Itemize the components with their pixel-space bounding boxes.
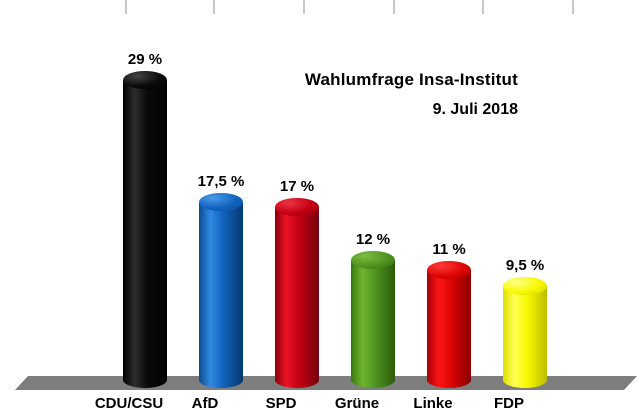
bar-afd <box>199 193 243 388</box>
value-label-afd: 17,5 % <box>197 173 245 190</box>
axis-label-gruene: Grüne <box>334 395 380 412</box>
axis-label-linke: Linke <box>413 395 453 412</box>
bar-gruene <box>351 251 395 388</box>
axis-label-cdu-csu: CDU/CSU <box>94 395 164 412</box>
spreadsheet-gridline <box>125 0 127 14</box>
value-label-spd: 17 % <box>279 178 315 195</box>
bar-cylinder-body-afd <box>199 202 243 388</box>
bar-cylinder-top-spd <box>275 198 319 216</box>
value-label-gruene: 12 % <box>355 231 391 248</box>
axis-label-afd: AfD <box>191 395 219 412</box>
spreadsheet-gridline <box>482 0 484 14</box>
value-label-fdp: 9,5 % <box>505 257 545 274</box>
bar-linke <box>427 261 471 388</box>
bar-cylinder-top-cdu-csu <box>123 71 167 89</box>
chart-title: Wahlumfrage Insa-Institut <box>304 70 518 89</box>
bar-cylinder-top-fdp <box>503 277 547 295</box>
chart-subtitle: 9. Juli 2018 <box>432 101 518 118</box>
spreadsheet-gridline <box>303 0 305 14</box>
bar-cylinder-top-afd <box>199 193 243 211</box>
bar-cdu-csu <box>123 71 167 388</box>
spreadsheet-gridline <box>572 0 574 14</box>
bar-cylinder-body-cdu-csu <box>123 80 167 388</box>
bar-spd <box>275 198 319 388</box>
spreadsheet-gridline <box>393 0 395 14</box>
value-label-linke: 11 % <box>432 241 466 258</box>
bar-cylinder-body-gruene <box>351 260 395 388</box>
chart-title-block: Wahlumfrage Insa-Institut 9. Juli 2018 <box>305 70 518 119</box>
value-label-cdu-csu: 29 % <box>127 51 163 68</box>
bar-cylinder-top-gruene <box>351 251 395 269</box>
bar-cylinder-body-linke <box>427 270 471 388</box>
spreadsheet-gridline <box>213 0 215 14</box>
bar-cylinder-top-linke <box>427 261 471 279</box>
axis-label-fdp: FDP <box>494 395 524 412</box>
axis-label-spd: SPD <box>265 395 297 412</box>
bar-cylinder-body-spd <box>275 207 319 388</box>
bar-fdp <box>503 277 547 388</box>
bar-cylinder-body-fdp <box>503 286 547 388</box>
